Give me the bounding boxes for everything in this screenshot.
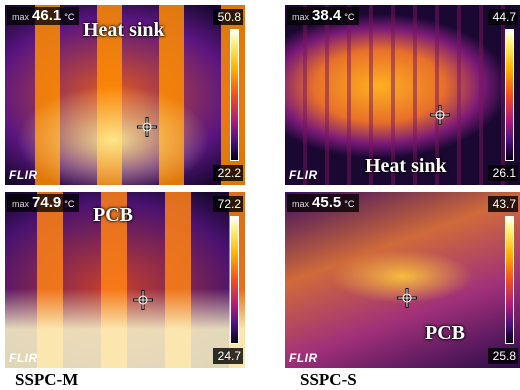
max-value: 38.4	[312, 7, 341, 24]
caption: SSPC-M	[15, 370, 78, 390]
annotation: PCB	[425, 322, 465, 345]
max-label: max	[12, 199, 29, 209]
scale-top: 44.7	[488, 9, 518, 25]
scale-bottom: 22.2	[213, 165, 243, 181]
crosshair	[133, 290, 153, 310]
annotation: Heat sink	[365, 155, 447, 178]
color-bar	[230, 216, 239, 344]
max-label: max	[292, 12, 309, 22]
crosshair	[430, 105, 450, 125]
crosshair-icon	[397, 288, 417, 308]
unit: °C	[64, 199, 74, 209]
crosshair	[397, 288, 417, 308]
scale-bottom: 26.1	[488, 165, 518, 181]
brand-logo: FLIR	[289, 168, 318, 182]
unit: °C	[344, 12, 354, 22]
max-label: max	[292, 199, 309, 209]
brand-logo: FLIR	[9, 168, 38, 182]
figure: max46.1°C50.822.2FLIRHeat sinkmax38.4°C4…	[0, 0, 520, 388]
scale-top: 72.2	[213, 196, 243, 212]
max-value: 45.5	[312, 194, 341, 211]
scale-top: 43.7	[488, 196, 518, 212]
color-bar	[230, 29, 239, 161]
max-value: 74.9	[32, 194, 61, 211]
color-bar	[505, 29, 514, 161]
max-value: 46.1	[32, 7, 61, 24]
crosshair-icon	[137, 117, 157, 137]
crosshair-icon	[133, 290, 153, 310]
brand-logo: FLIR	[9, 351, 38, 365]
color-bar	[505, 216, 514, 344]
crosshair	[137, 117, 157, 137]
annotation: Heat sink	[83, 19, 165, 42]
scale-bottom: 25.8	[488, 348, 518, 364]
unit: °C	[64, 12, 74, 22]
thermal-background	[285, 192, 520, 368]
scale-bottom: 24.7	[213, 348, 243, 364]
crosshair-icon	[430, 105, 450, 125]
annotation: PCB	[93, 204, 133, 227]
scale-top: 50.8	[213, 9, 243, 25]
brand-logo: FLIR	[289, 351, 318, 365]
max-label: max	[12, 12, 29, 22]
unit: °C	[344, 199, 354, 209]
caption: SSPC-S	[300, 370, 357, 390]
